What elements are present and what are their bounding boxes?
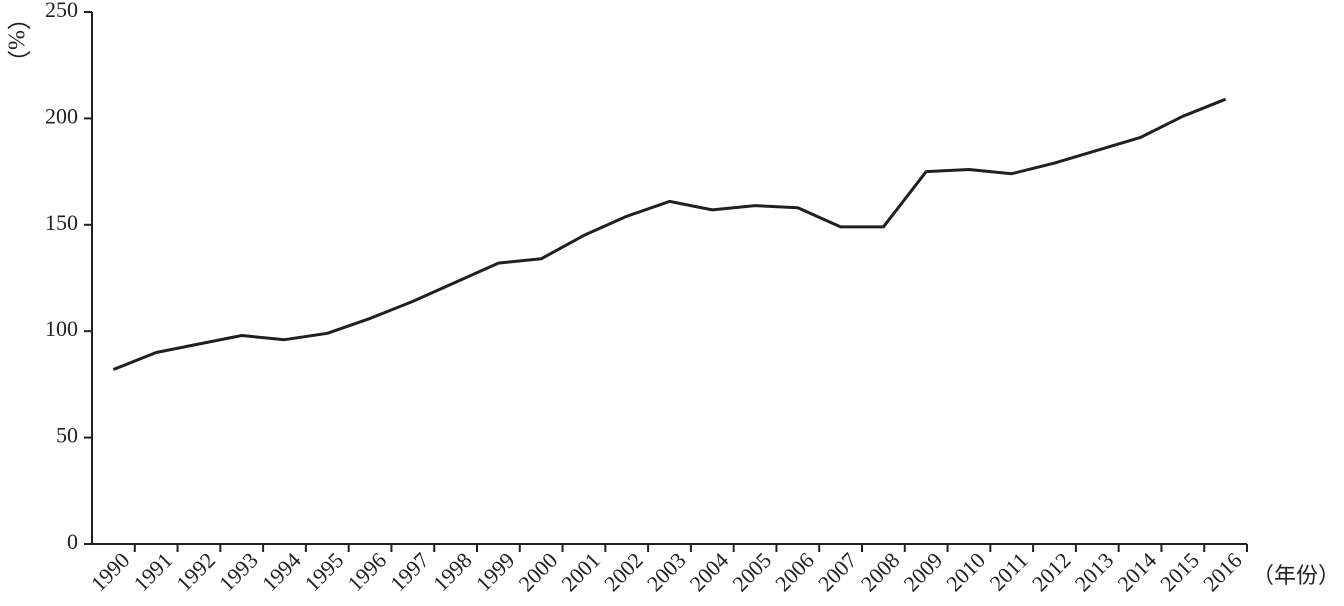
x-tick-label: 2006 [770,547,819,596]
x-tick-label: 2013 [1070,547,1119,596]
y-tick-label: 150 [45,210,78,235]
y-tick-label: 50 [56,423,78,448]
x-tick-label: 2007 [813,547,862,596]
x-tick-label: 2002 [599,547,648,596]
x-tick-label: 2000 [513,547,562,596]
x-tick-label: 1992 [171,547,220,596]
y-tick-label: 0 [67,529,78,554]
x-tick-label: 2004 [685,547,734,596]
x-tick-label: 2011 [985,547,1033,595]
x-tick-label: 2015 [1155,547,1204,596]
x-tick-label: 2016 [1198,547,1247,596]
data-line [112,97,1227,371]
x-tick-label: 1994 [257,547,306,596]
x-tick-label: 2009 [898,547,947,596]
y-axis-label: （%） [2,6,30,74]
x-tick-label: 1995 [300,547,349,596]
x-tick-label: 1993 [214,547,263,596]
x-tick-label: 2014 [1112,547,1161,596]
x-tick-label: 2008 [856,547,905,596]
x-tick-label: 1999 [471,547,520,596]
x-tick-label: 2005 [727,547,776,596]
x-tick-label: 1997 [385,547,434,596]
y-tick-label: 250 [45,0,78,22]
y-tick-label: 100 [45,316,78,341]
x-tick-label: 1996 [342,547,391,596]
x-tick-label: 2012 [1027,547,1076,596]
x-tick-label: 1998 [428,547,477,596]
x-tick-label: 2010 [941,547,990,596]
x-axis-label: （年份） [1252,563,1340,588]
x-tick-label: 2003 [642,547,691,596]
x-tick-label: 2001 [556,547,605,596]
x-tick-label: 1991 [128,547,177,596]
y-tick-label: 200 [45,103,78,128]
x-tick-label: 1990 [86,547,135,596]
